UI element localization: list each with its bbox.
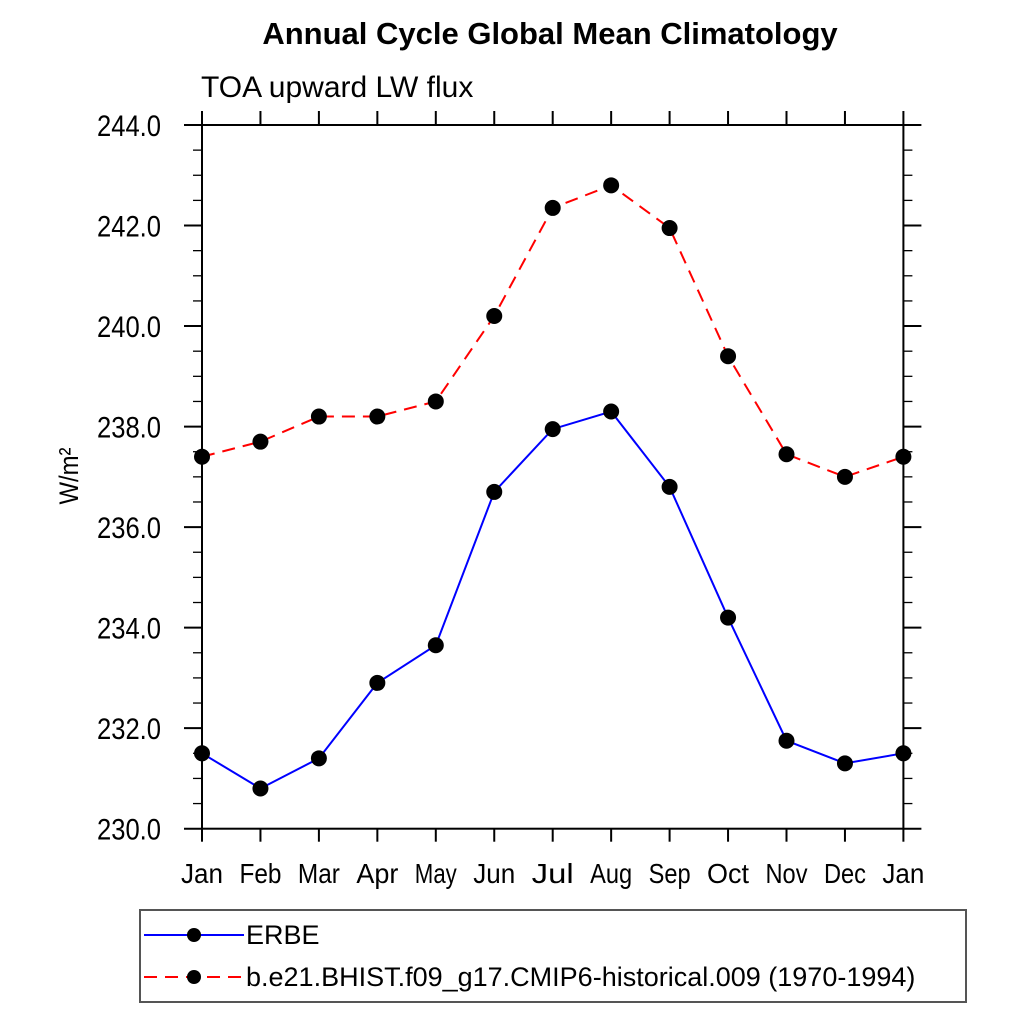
y-tick-label: 244.0: [97, 110, 161, 143]
data-point: [836, 755, 853, 772]
y-tick-label: 236.0: [97, 512, 161, 545]
x-tick-label: May: [415, 858, 457, 889]
data-point: [661, 220, 678, 237]
data-point: [194, 745, 210, 762]
data-point: [486, 308, 503, 325]
data-point: [603, 177, 620, 194]
data-point: [603, 403, 620, 420]
data-point: [661, 478, 678, 495]
legend-sample-dashed: [144, 970, 244, 984]
data-point: [310, 750, 327, 767]
plot-area: 244.0 242.0 240.0 238.0 236.0 234.0 232.0 230.0…: [97, 110, 924, 889]
x-tick-label: Jul: [532, 858, 574, 889]
data-point: [720, 348, 737, 365]
data-point: [194, 448, 210, 465]
x-tick-label: Sep: [649, 858, 691, 889]
legend-item-model: b.e21.BHIST.f09_g17.CMIP6-historical.009…: [143, 956, 965, 998]
data-point: [369, 408, 386, 425]
y-axis-label: W/m²: [54, 447, 84, 504]
data-point: [310, 408, 327, 425]
data-point: [778, 446, 795, 463]
data-point: [486, 483, 503, 500]
x-tick-label: Jan: [882, 858, 924, 889]
legend-label-erbe: ERBE: [246, 919, 320, 950]
x-tick-label: Feb: [239, 858, 281, 889]
x-tick-label: Dec: [824, 858, 866, 889]
chart-subtitle: TOA upward LW flux: [201, 71, 473, 104]
data-point: [544, 421, 561, 438]
chart-title: Annual Cycle Global Mean Climatology: [262, 16, 838, 51]
legend-marker-dot-icon: [187, 928, 201, 942]
data-point: [836, 468, 853, 485]
data-point: [427, 393, 444, 410]
legend-item-erbe: ERBE: [143, 914, 965, 956]
y-tick-label: 232.0: [97, 713, 161, 746]
y-tick-label: 234.0: [97, 613, 161, 646]
x-tick-label: Jan: [181, 858, 223, 889]
data-point: [252, 433, 269, 450]
x-tick-label: Jun: [473, 858, 515, 889]
y-tick-label: 242.0: [97, 211, 161, 244]
data-point: [252, 780, 269, 797]
legend-marker-dot-icon: [187, 970, 201, 984]
x-tick-label: Mar: [298, 858, 340, 889]
x-tick-label: Oct: [707, 858, 749, 889]
series-line-erbe: [201, 410, 904, 790]
data-point: [778, 732, 795, 749]
legend-sample-solid: [144, 928, 244, 942]
data-point: [544, 199, 561, 216]
plot-frame: [201, 124, 905, 830]
data-point: [427, 637, 444, 654]
y-tick-label: 238.0: [97, 412, 161, 445]
x-tick-label: Nov: [766, 858, 808, 889]
y-tick-label: 240.0: [97, 311, 161, 344]
data-point: [895, 448, 912, 465]
x-tick-label: Apr: [356, 858, 398, 889]
legend-label-model: b.e21.BHIST.f09_g17.CMIP6-historical.009…: [246, 961, 916, 992]
y-tick-label: 230.0: [97, 814, 161, 847]
data-point: [720, 609, 737, 626]
legend: ERBE b.e21.BHIST.f09_g17.CMIP6-historica…: [139, 909, 967, 1003]
x-tick-label: Aug: [590, 858, 632, 889]
data-point: [369, 674, 386, 691]
data-point: [895, 745, 912, 762]
